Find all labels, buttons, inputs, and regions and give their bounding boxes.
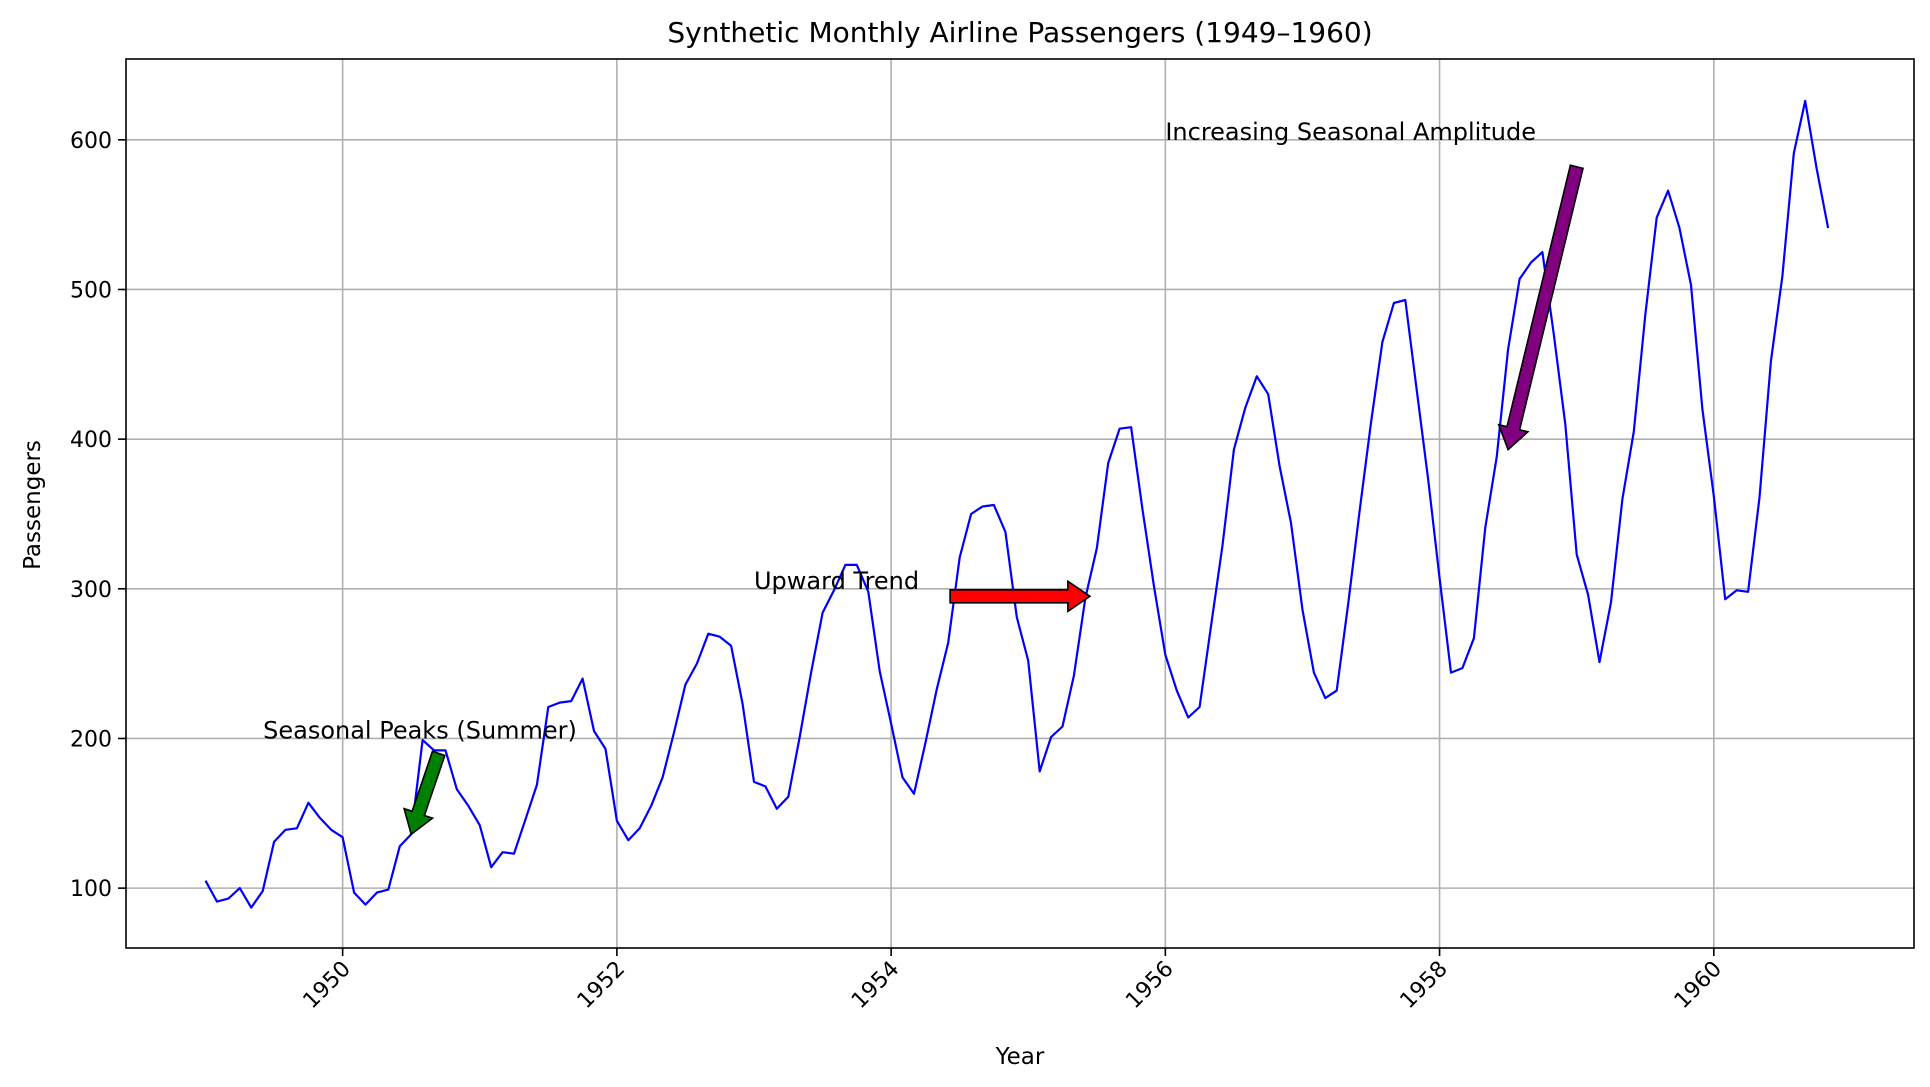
annotation-label: Increasing Seasonal Amplitude (1165, 118, 1536, 146)
annotation-label: Seasonal Peaks (Summer) (263, 716, 577, 744)
x-tick-label: 1960 (1670, 957, 1727, 1014)
annotations-layer: Seasonal Peaks (Summer) Upward Trend Incre… (263, 118, 1584, 836)
annotation-arrow (402, 750, 446, 836)
plot-frame (125, 58, 1915, 949)
series-line (204, 99, 1830, 909)
y-axis: 100 200 300 400 500 600 (70, 129, 126, 902)
grid-lines (126, 59, 1914, 948)
x-tick-label: 1958 (1396, 957, 1453, 1014)
y-tick-label: 300 (70, 578, 112, 603)
y-axis-label: Passengers (20, 440, 46, 570)
y-tick-label: 100 (70, 877, 112, 902)
x-axis-label: Year (995, 1044, 1045, 1070)
x-tick-label: 1952 (573, 957, 630, 1014)
x-axis: 1950 1952 1954 1956 1958 1960 (299, 948, 1727, 1014)
x-tick-label: 1954 (847, 957, 904, 1014)
annotation-arrow (949, 579, 1092, 613)
x-tick-label: 1956 (1121, 957, 1178, 1014)
annotation-label: Upward Trend (754, 567, 919, 595)
series-layer (204, 99, 1830, 909)
chart-title: Synthetic Monthly Airline Passengers (19… (667, 16, 1372, 49)
y-tick-label: 400 (70, 428, 112, 453)
annotation-arrow (1497, 164, 1584, 451)
x-tick-label: 1950 (299, 957, 356, 1014)
y-tick-label: 500 (70, 278, 112, 303)
y-tick-label: 200 (70, 727, 112, 752)
y-tick-label: 600 (70, 129, 112, 154)
